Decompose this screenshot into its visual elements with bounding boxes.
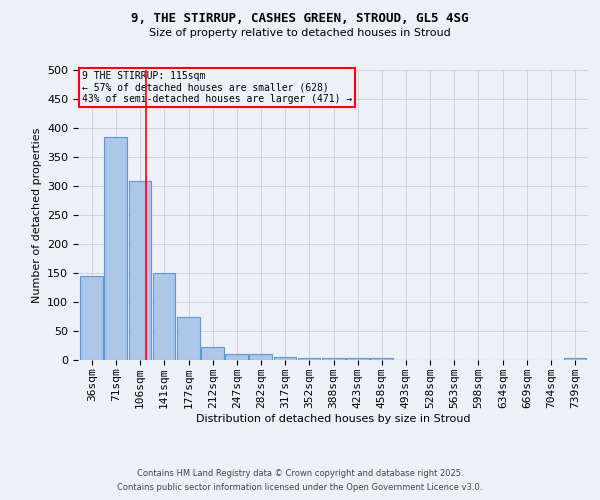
Bar — [152, 273, 175, 360]
Bar — [322, 358, 345, 360]
Bar — [104, 136, 127, 360]
Bar — [563, 358, 586, 360]
Bar — [250, 354, 272, 360]
Text: 9 THE STIRRUP: 115sqm
← 57% of detached houses are smaller (628)
43% of semi-det: 9 THE STIRRUP: 115sqm ← 57% of detached … — [82, 71, 352, 104]
Bar — [298, 358, 320, 360]
Text: Contains HM Land Registry data © Crown copyright and database right 2025.: Contains HM Land Registry data © Crown c… — [137, 468, 463, 477]
Bar — [370, 358, 393, 360]
Text: Size of property relative to detached houses in Stroud: Size of property relative to detached ho… — [149, 28, 451, 38]
Bar — [80, 276, 103, 360]
Bar — [202, 346, 224, 360]
Bar — [226, 354, 248, 360]
Bar — [274, 357, 296, 360]
Text: 9, THE STIRRUP, CASHES GREEN, STROUD, GL5 4SG: 9, THE STIRRUP, CASHES GREEN, STROUD, GL… — [131, 12, 469, 26]
Bar — [346, 358, 369, 360]
X-axis label: Distribution of detached houses by size in Stroud: Distribution of detached houses by size … — [196, 414, 470, 424]
Bar — [178, 316, 200, 360]
Y-axis label: Number of detached properties: Number of detached properties — [32, 128, 41, 302]
Bar — [128, 182, 151, 360]
Text: Contains public sector information licensed under the Open Government Licence v3: Contains public sector information licen… — [118, 484, 482, 492]
